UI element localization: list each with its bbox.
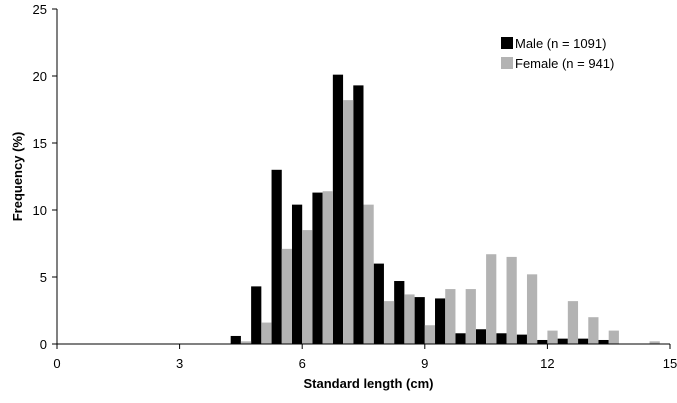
female-bar: [302, 230, 313, 344]
male-bar: [455, 333, 466, 344]
x-ticks: 0 3 6 9 12 15: [53, 344, 677, 371]
male-bar: [475, 329, 487, 344]
bars-layer: [230, 74, 660, 345]
x-axis-title: Standard length (cm): [303, 376, 433, 391]
female-bar: [486, 254, 497, 344]
male-bar: [414, 297, 425, 344]
male-bar: [291, 204, 303, 344]
y-tick-label: 10: [33, 203, 47, 218]
female-bar: [261, 322, 272, 344]
legend-swatch-male: [501, 37, 513, 49]
male-bar: [332, 74, 344, 344]
male-bar: [435, 298, 446, 344]
male-bar: [353, 85, 364, 344]
female-bar: [465, 289, 476, 344]
x-tick-label: 3: [176, 356, 183, 371]
y-tick-label: 0: [40, 337, 47, 352]
male-bar: [271, 169, 282, 344]
female-bar: [322, 191, 333, 344]
female-bar: [526, 274, 538, 344]
female-bar: [404, 294, 415, 344]
male-bar: [251, 286, 262, 344]
male-bar: [557, 338, 568, 344]
legend: Male (n = 1091) Female (n = 941): [501, 36, 614, 71]
male-bar: [394, 281, 405, 344]
y-axis-title: Frequency (%): [10, 132, 25, 222]
x-tick-label: 15: [663, 356, 677, 371]
female-bar: [608, 330, 619, 344]
female-bar: [588, 317, 599, 344]
female-bar: [383, 301, 395, 344]
legend-label-female: Female (n = 941): [515, 56, 614, 71]
y-tick-label: 25: [33, 2, 47, 17]
male-bar: [598, 339, 609, 344]
female-bar: [363, 204, 374, 344]
x-tick-label: 9: [421, 356, 428, 371]
male-bar: [516, 334, 527, 344]
female-bar: [649, 341, 660, 344]
female-bar: [506, 256, 517, 344]
female-bar: [547, 330, 558, 344]
female-bar: [281, 248, 292, 344]
y-tick-label: 20: [33, 69, 47, 84]
y-tick-label: 15: [33, 136, 47, 151]
male-bar: [312, 192, 323, 344]
x-tick-label: 0: [53, 356, 60, 371]
female-bar: [567, 301, 579, 344]
axes: [56, 9, 670, 345]
x-tick-label: 6: [299, 356, 306, 371]
legend-label-male: Male (n = 1091): [515, 36, 606, 51]
male-bar: [578, 338, 589, 344]
y-tick-label: 5: [40, 270, 47, 285]
female-bar: [240, 341, 252, 344]
male-bar: [373, 263, 384, 344]
male-bar: [496, 333, 507, 344]
male-bar: [230, 335, 241, 344]
female-bar: [343, 100, 354, 345]
female-bar: [445, 289, 456, 344]
y-ticks: 0 5 10 15 20 25: [33, 2, 57, 352]
x-tick-label: 12: [540, 356, 554, 371]
legend-swatch-female: [501, 57, 513, 69]
female-bar: [424, 325, 436, 344]
male-bar: [537, 339, 548, 344]
